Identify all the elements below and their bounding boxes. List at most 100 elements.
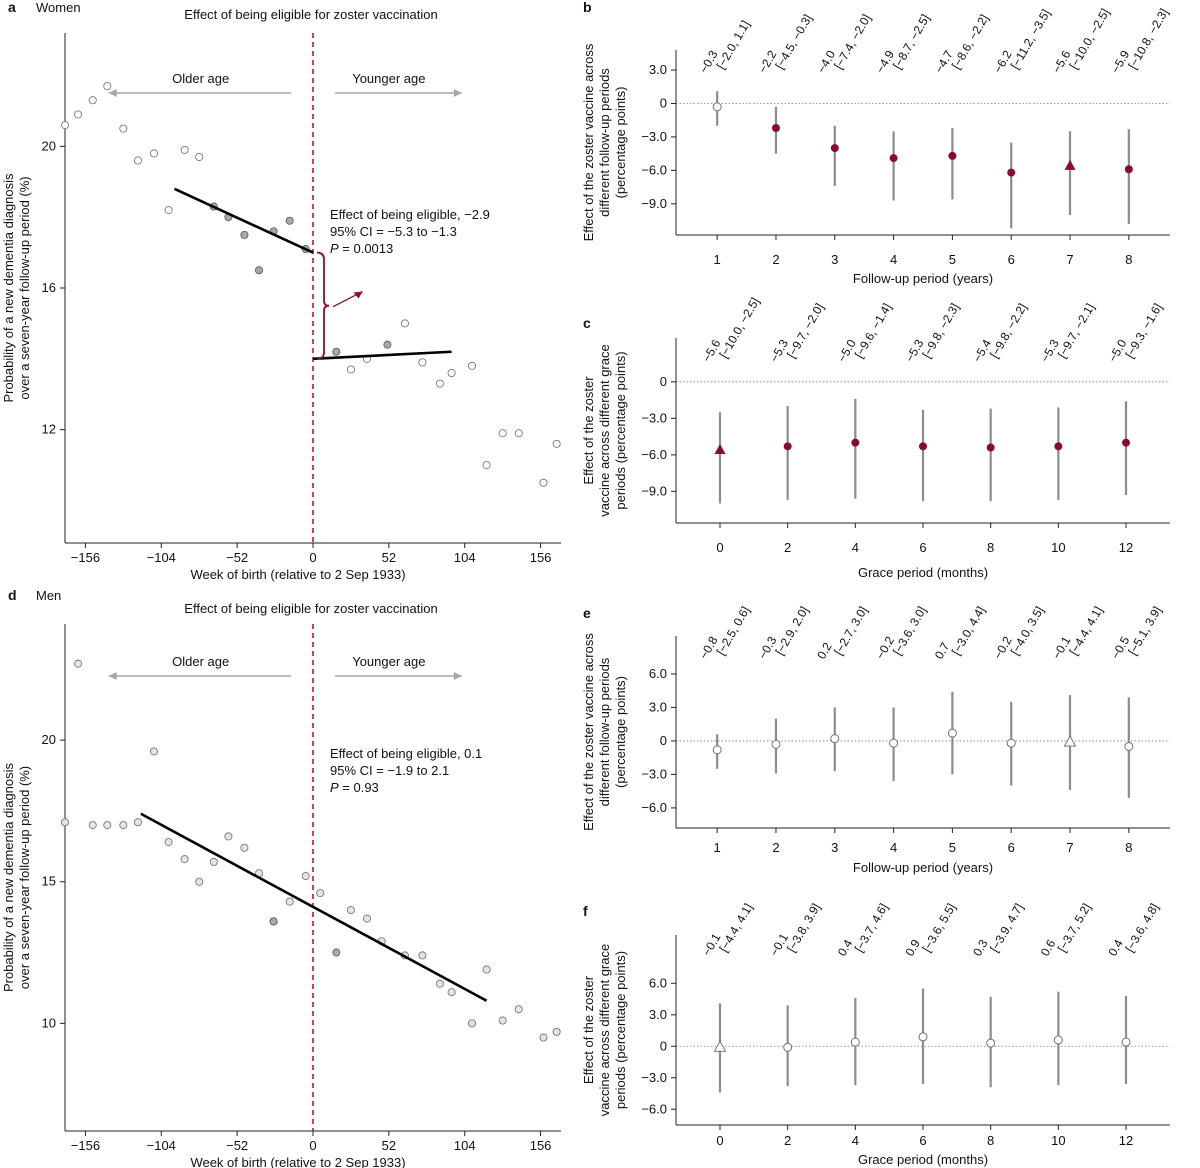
x-tick-label: 156 (530, 550, 552, 565)
ci-label: [−3.6, 5.5] (919, 901, 958, 955)
data-point (180, 145, 189, 154)
panel-letter: f (583, 903, 588, 919)
ci-label: [−9.7, −2.1] (1055, 301, 1097, 361)
estimate-point (1124, 165, 1133, 174)
panel-e-followup-forest: e 6.0 3.0 0 −3.0 −6.0 1 2 3 4 5 6 7 8 Follow-up period… (581, 604, 1170, 875)
estimate-point (783, 442, 792, 451)
ci-label: [−3.8, 3.9] (784, 901, 823, 955)
data-point (514, 1005, 523, 1014)
data-point (209, 857, 218, 866)
x-tick-label: 5 (949, 252, 956, 267)
annotation-p-value: P = 0.0013 (330, 241, 393, 256)
data-point (447, 368, 456, 377)
data-point (316, 889, 325, 898)
estimate-triangle-open (1063, 735, 1077, 747)
data-point (435, 379, 444, 388)
annotation-effect: Effect of being eligible, −2.9 (330, 207, 490, 222)
ci-label: [−2.5, 0.6] (714, 604, 753, 658)
estimate-point-open (830, 734, 840, 744)
data-point (552, 439, 561, 448)
data-point (539, 1033, 548, 1042)
data-point (133, 156, 142, 165)
panel-f-grace-forest: f 6.0 3.0 0 −3.0 −6.0 0 2 4 6 8 10 12 Grace period (m… (581, 901, 1170, 1167)
y-tick-label: 20 (42, 732, 56, 747)
x-tick-label: 2 (772, 840, 779, 855)
x-tick-label: 0 (716, 1133, 723, 1148)
data-point (61, 818, 70, 827)
data-point (482, 965, 491, 974)
y-tick-label: −9.0 (641, 196, 667, 211)
x-tick-label: 6 (919, 540, 926, 555)
younger-age-arrow-head (453, 89, 462, 97)
annotation-effect: Effect of being eligible, 0.1 (330, 746, 482, 761)
ci-label: [−7.4, −2.0] (831, 12, 873, 72)
y-tick-label: −6.0 (641, 447, 667, 462)
y-tick-label: 0 (660, 374, 667, 389)
y-axis-label-line3: (percentage points) (613, 86, 628, 198)
data-point (103, 821, 112, 830)
y-tick-label: 15 (42, 874, 56, 889)
panel-letter: d (8, 587, 17, 603)
y-axis-label-line2: over a seven-year follow-up period (%) (17, 176, 32, 399)
y-tick-label: 6.0 (649, 975, 667, 990)
x-tick-label: 12 (1119, 1133, 1133, 1148)
estimate-point-open (947, 728, 957, 738)
data-point-dark (240, 230, 249, 239)
y-axis-label-line2: over a seven-year follow-up period (%) (17, 766, 32, 989)
ci-label: [−2.7, 3.0] (831, 604, 870, 658)
x-tick-label: 6 (1008, 252, 1015, 267)
panel-c-grace-forest: c 0 −3.0 −6.0 −9.0 0 2 4 6 8 10 12 Grace period (mon… (581, 295, 1170, 580)
ci-label: [−3.7, 5.2] (1055, 901, 1094, 955)
data-point-dark (332, 347, 341, 356)
fit-line (140, 812, 488, 1002)
ci-label: [−4.0, 3.5] (1008, 604, 1047, 658)
data-point (119, 124, 128, 133)
estimate-point-open (712, 102, 722, 112)
x-tick-label: 10 (1051, 540, 1065, 555)
x-axis-label: Follow-up period (years) (853, 860, 993, 875)
p-value: = 0.93 (339, 780, 379, 795)
data-point (88, 96, 97, 105)
estimate-point-open (850, 1037, 860, 1047)
estimate-triangle (1064, 159, 1076, 170)
ci-label: [−8.7, −2.5] (890, 12, 932, 72)
data-point (74, 110, 83, 119)
estimate-point (889, 154, 898, 163)
estimate-point (830, 144, 839, 153)
x-tick-label: −156 (71, 1138, 100, 1153)
estimate-point (771, 124, 780, 133)
data-point (498, 1016, 507, 1025)
x-tick-label: 2 (784, 540, 791, 555)
x-tick-label: −52 (226, 550, 248, 565)
estimate-point-open (918, 1032, 928, 1042)
ci-label: [−8.6, −2.2] (949, 12, 991, 72)
estimate-point-open (1053, 1035, 1063, 1045)
estimate-point (851, 438, 860, 447)
x-tick-label: −52 (226, 1138, 248, 1153)
y-tick-label: 0 (660, 95, 667, 110)
y-tick-label: −6.0 (641, 800, 667, 815)
fit-line-right (312, 350, 452, 361)
data-point (103, 82, 112, 91)
y-axis-label-line1: Effect of the zoster vaccine across (581, 633, 596, 831)
estimate-point-open (1124, 742, 1134, 751)
estimate-point-open (712, 745, 722, 755)
p-symbol: P (330, 780, 339, 795)
younger-age-arrow-head (453, 672, 462, 680)
estimate-point (1007, 168, 1016, 177)
y-axis-label-line3: (percentage points) (613, 676, 628, 788)
y-tick-label: 10 (42, 1015, 56, 1030)
estimate-point-open (783, 1042, 793, 1052)
x-tick-label: 1 (714, 252, 721, 267)
x-axis-label: Week of birth (relative to 2 Sep 1933) (190, 1155, 405, 1168)
x-tick-label: 3 (831, 840, 838, 855)
y-axis-label-line2: different follow-up periods (597, 68, 612, 217)
p-value: = 0.0013 (339, 241, 394, 256)
x-tick-label: 6 (919, 1133, 926, 1148)
ci-label: [−4.5, −0.3] (772, 12, 814, 72)
y-axis-label-line1: Effect of the zoster (581, 376, 596, 485)
data-point (301, 872, 310, 881)
data-point (447, 988, 456, 997)
data-point (468, 1019, 477, 1028)
